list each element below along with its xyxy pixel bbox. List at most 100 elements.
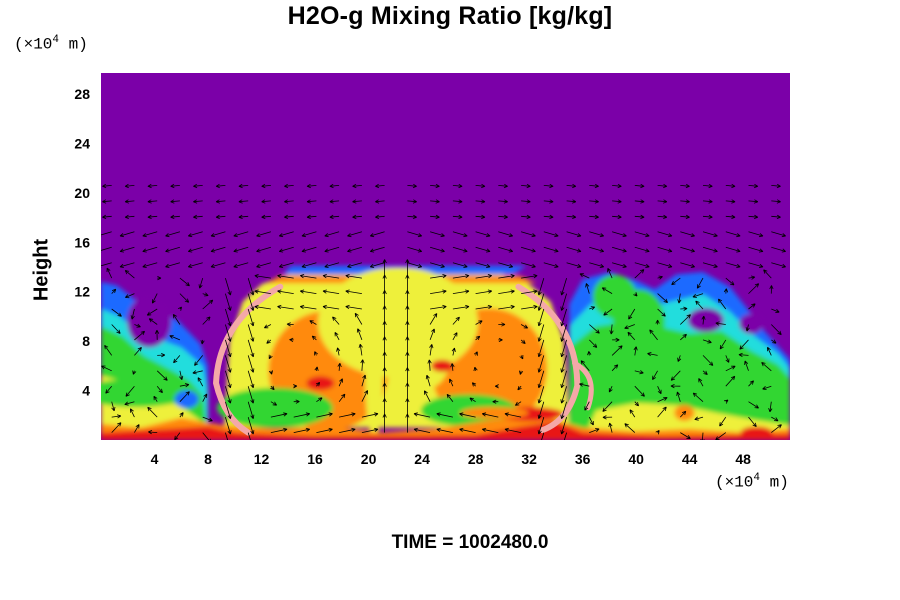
wind-arrow xyxy=(156,370,168,381)
wind-arrow xyxy=(566,199,577,204)
wind-arrow xyxy=(589,231,605,238)
wind-arrow xyxy=(299,304,317,310)
wind-arrow xyxy=(580,360,590,372)
wind-arrow xyxy=(612,183,622,189)
wind-arrow xyxy=(560,324,567,342)
inner-red-cell-right xyxy=(431,359,454,372)
wind-arrow xyxy=(238,214,249,219)
wind-arrow xyxy=(628,308,636,320)
wind-arrow xyxy=(329,199,340,204)
wind-arrow xyxy=(147,406,158,418)
wind-arrow xyxy=(771,416,779,422)
wind-arrow xyxy=(655,430,660,435)
wind-arrow xyxy=(608,386,613,393)
wind-arrow xyxy=(225,339,232,358)
wind-arrow xyxy=(125,385,135,397)
wind-arrow xyxy=(233,246,249,253)
wind-arrow xyxy=(521,289,538,294)
wind-arrow xyxy=(329,214,340,219)
wind-arrow xyxy=(475,246,491,253)
wind-arrow xyxy=(173,355,181,364)
wind-arrow xyxy=(498,337,503,342)
wind-arrow xyxy=(459,412,476,418)
right-yellow-band xyxy=(582,402,790,440)
wind-arrow xyxy=(152,293,158,304)
wind-arrow xyxy=(301,262,317,268)
wind-arrow xyxy=(407,199,417,204)
wind-arrow xyxy=(514,401,522,406)
wind-arrow xyxy=(725,375,736,387)
wind-arrow xyxy=(324,246,340,253)
wind-arrow xyxy=(520,262,536,268)
wind-arrow xyxy=(430,214,440,219)
wind-arrow xyxy=(579,273,590,279)
wind-arrow xyxy=(247,293,255,311)
wind-arrow xyxy=(202,299,214,310)
wind-arrow xyxy=(560,416,567,435)
wind-arrow xyxy=(494,384,499,389)
wind-arrow xyxy=(748,283,760,294)
wind-arrow xyxy=(771,339,777,344)
wind-arrow xyxy=(322,289,340,294)
wind-arrow xyxy=(537,386,545,404)
wind-arrow xyxy=(611,345,623,356)
wind-arrow xyxy=(657,214,668,219)
wind-arrow xyxy=(459,427,476,433)
surface-red-band xyxy=(101,421,790,440)
wind-arrow xyxy=(771,262,786,268)
y-unit-prefix: (×10 xyxy=(14,35,53,54)
wind-arrow xyxy=(725,365,736,372)
wind-arrow xyxy=(702,183,713,189)
wind-arrow xyxy=(174,432,181,440)
wind-arrow xyxy=(111,308,122,317)
wind-arrow xyxy=(200,339,205,345)
wind-arrow xyxy=(771,199,781,204)
wind-arrow xyxy=(187,231,203,238)
wind-arrow xyxy=(702,214,713,219)
central-updraft xyxy=(364,302,383,439)
wind-arrow xyxy=(360,359,365,371)
wind-arrow xyxy=(429,262,445,268)
right-dry-eddy xyxy=(687,308,724,333)
wind-arrow xyxy=(111,401,116,412)
wind-arrow xyxy=(284,199,294,204)
wind-arrow xyxy=(382,259,387,279)
wind-arrow xyxy=(111,414,122,419)
wind-arrow xyxy=(106,267,113,279)
wind-arrow xyxy=(177,306,182,311)
wind-arrow xyxy=(611,364,619,372)
wind-arrow xyxy=(700,432,705,440)
wind-arrow xyxy=(543,231,559,238)
wind-arrow xyxy=(521,199,531,204)
wind-arrow xyxy=(407,246,423,253)
wind-arrow xyxy=(725,214,736,219)
wind-arrow xyxy=(202,316,211,325)
wind-arrow xyxy=(361,412,379,418)
wind-arrow xyxy=(498,231,514,238)
wind-arrow xyxy=(306,183,317,189)
x-tick-label: 28 xyxy=(468,451,484,467)
wind-arrow xyxy=(261,183,271,189)
right-downdraft-arc xyxy=(515,283,581,434)
wind-arrow xyxy=(612,214,622,219)
wind-arrow xyxy=(278,246,294,253)
time-label: TIME = 1002480.0 xyxy=(391,532,549,553)
wind-arrow xyxy=(767,346,772,356)
wind-arrow xyxy=(157,276,162,281)
wind-arrow xyxy=(193,214,203,219)
wind-arrow xyxy=(657,183,668,189)
wind-arrow xyxy=(130,308,135,320)
wind-arrow xyxy=(624,423,636,433)
wind-arrow xyxy=(356,328,363,341)
wind-arrow xyxy=(429,313,438,325)
wind-arrow xyxy=(563,432,567,440)
wind-arrow xyxy=(761,362,772,372)
wind-arrow xyxy=(101,262,112,268)
wind-arrow xyxy=(179,383,190,388)
wind-arrow xyxy=(102,183,112,189)
wind-arrow xyxy=(449,378,454,387)
wind-arrow xyxy=(589,214,599,219)
wind-arrow xyxy=(680,262,695,268)
wind-arrow xyxy=(657,397,668,403)
wind-arrow xyxy=(179,370,184,381)
